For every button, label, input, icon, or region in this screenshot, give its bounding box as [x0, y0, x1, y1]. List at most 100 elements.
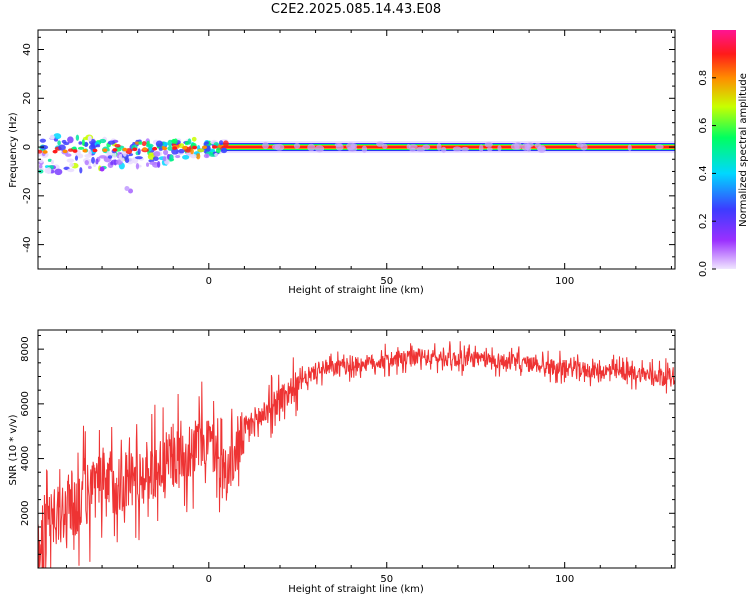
spectral-noise-blob [120, 157, 125, 162]
spectral-noise-blob [218, 140, 224, 146]
spectral-speckle [524, 143, 531, 151]
spectral-speckle [361, 145, 368, 153]
spectral-noise-blob [84, 159, 89, 166]
snr-x-label: Height of straight line (km) [288, 584, 424, 595]
spectral-outlier [124, 186, 130, 192]
spectral-noise-blob [99, 138, 107, 144]
spectral-speckle [409, 147, 416, 152]
spectral-noise-blob [58, 144, 66, 151]
colorbar-tick-label: 0.4 [698, 165, 709, 181]
spectral-noise-blob [145, 143, 154, 148]
spectral-noise-blob [191, 136, 197, 142]
snr-y-tick-label: 4000 [20, 446, 31, 471]
spectral-peak [52, 149, 58, 154]
spectrogram-y-tick-label: 0 [22, 144, 33, 150]
spectral-noise-blob [178, 148, 185, 154]
colorbar-tick-label: 0.0 [698, 261, 709, 277]
spectral-noise-blob [162, 156, 167, 162]
spectral-noise-blob [81, 139, 85, 146]
snr-panel: 0 50 100 2000 4000 6000 8000 Height of straigh… [8, 329, 676, 595]
spectral-noise-blob [184, 141, 190, 146]
spectral-noise-blob [40, 144, 49, 150]
spectral-noise-blob [69, 162, 75, 168]
spectral-noise-blob [171, 148, 179, 155]
snr-marks [38, 341, 675, 568]
spectral-noise-blob [84, 153, 92, 158]
spectral-peak [142, 147, 148, 151]
spectral-noise-blob [63, 141, 70, 146]
spectral-peak [102, 148, 108, 152]
spectral-speckle [497, 145, 502, 152]
spectral-speckle [262, 141, 269, 150]
spectral-noise-blob [66, 158, 75, 163]
spectral-noise-blob [220, 147, 228, 154]
spectrogram-frame [37, 29, 676, 270]
spectral-noise-blob [38, 164, 43, 169]
spectral-noise-blob [157, 161, 161, 168]
spectral-speckle [293, 142, 301, 149]
spectral-outlier [46, 168, 52, 174]
spectrogram-marks [38, 133, 675, 194]
spectral-noise-blob [83, 141, 89, 148]
snr-frame [37, 329, 676, 569]
snr-x-tick-label: 100 [555, 574, 574, 585]
spectral-peak [162, 146, 168, 151]
spectral-peak [172, 146, 178, 150]
spectral-noise-blob [39, 138, 47, 143]
spectral-speckle [452, 146, 462, 152]
snr-y-tick-label: 6000 [20, 391, 31, 416]
spectral-noise-blob [65, 153, 72, 157]
snr-y-label: SNR (10 * v/v) [8, 414, 19, 485]
spectral-noise-blob [79, 167, 83, 174]
spectral-peak [152, 146, 158, 151]
spectral-noise-blob [38, 152, 42, 157]
spectral-noise-blob [77, 146, 85, 150]
spectrogram-y-tick-label: -20 [22, 188, 33, 204]
spectral-noise-blob [197, 148, 205, 153]
spectral-noise-blob [50, 159, 54, 165]
snr-series-line [38, 341, 675, 568]
spectral-noise-blob [146, 162, 150, 167]
spectral-noise-blob [209, 148, 216, 153]
spectral-speckle [307, 143, 316, 152]
spectral-noise-blob [107, 155, 113, 159]
spectral-noise-blob [38, 149, 43, 154]
spectral-speckle [484, 141, 493, 148]
spectral-noise-blob [163, 149, 169, 156]
spectrogram-y-tick-label: 20 [22, 92, 33, 105]
spectral-noise-blob [152, 156, 159, 162]
spectrogram-axes: 0 50 100 -40 -20 0 20 40 [22, 30, 675, 287]
snr-y-tick-label: 2000 [20, 501, 31, 526]
spectral-noise-blob [169, 154, 174, 162]
spectral-noise-blob [57, 140, 61, 146]
spectral-speckle [314, 145, 325, 153]
spectral-speckle [274, 143, 285, 151]
spectral-speckle [627, 144, 632, 151]
spectral-speckle [422, 144, 431, 150]
spectral-noise-blob [38, 159, 44, 164]
spectral-noise-blob [95, 158, 99, 165]
spectral-noise-blob [74, 155, 79, 161]
spectral-band-core [219, 146, 675, 149]
figure-title: C2E2.2025.085.14.43.E08 [270, 2, 442, 17]
snr-x-tick-label: 50 [380, 574, 393, 585]
spectral-speckle [580, 143, 588, 151]
spectral-noise-blob [222, 140, 229, 147]
spectral-peak [62, 149, 68, 154]
spectral-noise-blob [190, 153, 197, 159]
spectral-speckle [655, 144, 664, 150]
spectral-speckle [478, 144, 484, 153]
colorbar-tick-label: 0.2 [698, 213, 709, 229]
spectral-noise-blob [134, 156, 143, 160]
spectrogram-x-label: Height of straight line (km) [288, 285, 424, 296]
spectral-outlier [128, 188, 134, 194]
colorbar-tick-label: 0.8 [698, 70, 709, 86]
spectral-speckle [406, 143, 411, 150]
spectral-noise-blob [87, 136, 92, 142]
spectral-noise-blob [138, 141, 143, 145]
snr-axes: 0 50 100 2000 4000 6000 8000 [20, 330, 675, 585]
spectral-speckle [486, 147, 493, 152]
spectral-noise-blob [215, 147, 221, 154]
spectral-noise-blob [95, 144, 101, 148]
spectrogram-x-tick-label: 0 [206, 276, 212, 287]
